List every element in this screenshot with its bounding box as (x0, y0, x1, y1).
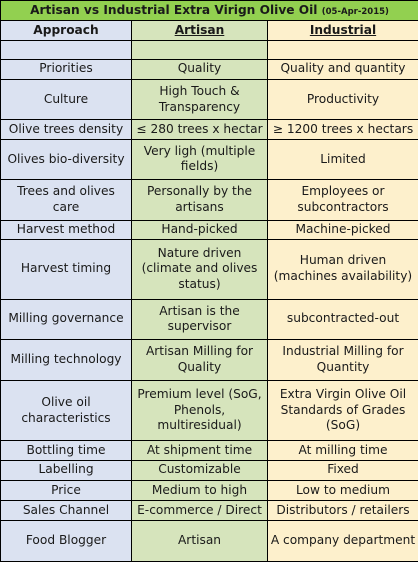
industrial-cell: Low to medium (267, 479, 418, 502)
table-row: Olives bio-diversity Very ligh (multiple … (0, 138, 418, 181)
artisan-cell: E-commerce / Direct (131, 500, 268, 522)
table-row: Trees and olives care Personally by the a… (0, 179, 418, 221)
industrial-cell: A company department (267, 520, 418, 562)
artisan-cell: Customizable (131, 459, 268, 481)
artisan-cell: Artisan is the supervisor (131, 298, 268, 341)
table-row: Priorities Quality Quality and quantity (0, 58, 418, 80)
approach-cell: Olive oil characteristics (0, 379, 132, 442)
header-approach: Approach (0, 20, 132, 42)
table-row: Olive oil characteristics Premium level (… (0, 379, 418, 442)
table-row: Sales Channel E-commerce / Direct Distribu… (0, 500, 418, 522)
industrial-cell: At milling time (267, 440, 418, 461)
approach-cell: Sales Channel (0, 500, 132, 522)
approach-cell: Priorities (0, 58, 132, 80)
artisan-cell: Quality (131, 58, 268, 80)
industrial-cell: Human driven (machines availability) (267, 238, 418, 300)
table-title: Artisan vs Industrial Extra Virign Olive… (0, 0, 418, 22)
header-industrial: Industrial (267, 20, 418, 42)
spacer-row (0, 40, 418, 60)
approach-cell: Bottling time (0, 440, 132, 461)
approach-cell: Culture (0, 78, 132, 121)
industrial-cell: subcontracted-out (267, 298, 418, 341)
artisan-cell: Premium level (SoG, Phenols, multiresidu… (131, 379, 268, 442)
title-text: Artisan vs Industrial Extra Virign Olive… (30, 2, 318, 17)
artisan-cell: High Touch & Transparency (131, 78, 268, 121)
table-row: Harvest method Hand-picked Machine-picked (0, 219, 418, 240)
approach-cell: Olive trees density (0, 119, 132, 140)
industrial-cell: Productivity (267, 78, 418, 121)
table-row: Bottling time At shipment time At milling … (0, 440, 418, 461)
header-artisan: Artisan (131, 20, 268, 42)
table-body: Priorities Quality Quality and quantity Cul… (0, 58, 418, 562)
approach-cell: Trees and olives care (0, 179, 132, 221)
industrial-cell: Quality and quantity (267, 58, 418, 80)
approach-cell: Labelling (0, 459, 132, 481)
title-row: Artisan vs Industrial Extra Virign Olive… (0, 0, 418, 22)
industrial-cell: Industrial Milling for Quantity (267, 339, 418, 381)
approach-cell: Price (0, 479, 132, 502)
artisan-cell: Artisan Milling for Quality (131, 339, 268, 381)
industrial-cell: Distributors / retailers (267, 500, 418, 522)
table-row: Culture High Touch & Transparency Producti… (0, 78, 418, 121)
industrial-cell: Extra Virgin Olive Oil Standards of Grad… (267, 379, 418, 442)
approach-cell: Milling technology (0, 339, 132, 381)
approach-cell: Harvest method (0, 219, 132, 240)
table-row: Milling technology Artisan Milling for Qu… (0, 339, 418, 381)
artisan-cell: Very ligh (multiple fields) (131, 138, 268, 181)
industrial-cell: ≥ 1200 trees x hectars (267, 119, 418, 140)
approach-cell: Harvest timing (0, 238, 132, 300)
spacer-cell (267, 40, 418, 60)
table-row: Olive trees density ≤ 280 trees x hectar ≥… (0, 119, 418, 140)
industrial-cell: Limited (267, 138, 418, 181)
artisan-cell: ≤ 280 trees x hectar (131, 119, 268, 140)
artisan-cell: Personally by the artisans (131, 179, 268, 221)
table-row: Food Blogger Artisan A company department (0, 520, 418, 562)
approach-cell: Food Blogger (0, 520, 132, 562)
table-row: Labelling Customizable Fixed (0, 459, 418, 481)
artisan-cell: Hand-picked (131, 219, 268, 240)
table-row: Milling governance Artisan is the supervi… (0, 298, 418, 341)
approach-cell: Milling governance (0, 298, 132, 341)
artisan-cell: Nature driven (climate and olives status… (131, 238, 268, 300)
artisan-cell: Artisan (131, 520, 268, 562)
industrial-cell: Employees or subcontractors (267, 179, 418, 221)
table-row: Price Medium to high Low to medium (0, 479, 418, 502)
industrial-cell: Machine-picked (267, 219, 418, 240)
approach-cell: Olives bio-diversity (0, 138, 132, 181)
table-row: Harvest timing Nature driven (climate and… (0, 238, 418, 300)
spacer-cell (131, 40, 268, 60)
title-date: (05-Apr-2015) (321, 6, 389, 17)
artisan-cell: Medium to high (131, 479, 268, 502)
industrial-cell: Fixed (267, 459, 418, 481)
spacer-cell (0, 40, 132, 60)
header-row: Approach Artisan Industrial (0, 20, 418, 42)
artisan-cell: At shipment time (131, 440, 268, 461)
